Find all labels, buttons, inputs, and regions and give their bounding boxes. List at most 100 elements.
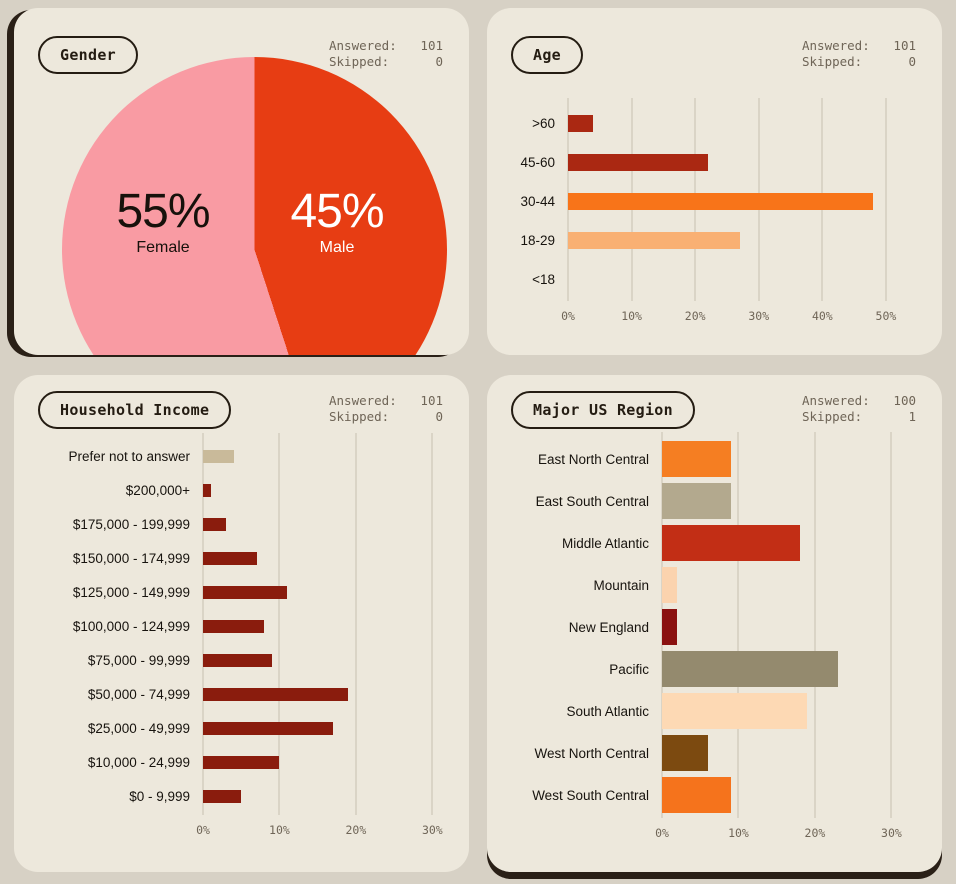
gender-pie-chart[interactable]: [62, 57, 447, 355]
bar-track: [203, 449, 440, 463]
panel-header: Major US Region Answered: 100 Skipped: 1: [487, 375, 942, 429]
skipped-value: 0: [908, 54, 916, 70]
bar-major_us_region-0[interactable]: [662, 441, 731, 477]
category-label: West South Central: [532, 787, 649, 803]
bar-track: [662, 609, 922, 645]
axis-tick-label: 40%: [811, 309, 833, 323]
category-label: $175,000 - 199,999: [72, 516, 190, 532]
bar-household_income-6[interactable]: [203, 653, 272, 667]
bar-track: [203, 721, 440, 735]
category-label: $125,000 - 149,999: [72, 584, 190, 600]
bar-row: West North Central: [487, 732, 942, 774]
bar-track: [568, 115, 905, 132]
bar-row: Mountain: [487, 564, 942, 606]
bar-household_income-10[interactable]: [203, 789, 242, 803]
answered-row: Answered: 101: [802, 38, 916, 54]
bar-row: $25,000 - 49,999: [14, 711, 469, 745]
skipped-label: Skipped:: [329, 409, 390, 425]
gridline: [885, 98, 887, 301]
bar-row: Middle Atlantic: [487, 522, 942, 564]
category-label: $200,000+: [125, 482, 190, 498]
bar-row: 30-44: [487, 182, 942, 221]
bar-household_income-4[interactable]: [203, 585, 288, 599]
bar-row: $200,000+: [14, 473, 469, 507]
bar-major_us_region-5[interactable]: [662, 651, 838, 687]
category-label: South Atlantic: [566, 703, 649, 719]
bar-rows: >60 45-60 30-44 18-29 <18: [487, 104, 942, 299]
answered-value: 101: [420, 38, 443, 53]
axis-tick-label: 0%: [655, 826, 669, 840]
bar-track: [203, 551, 440, 565]
category-label: >60: [532, 116, 555, 131]
bar-household_income-2[interactable]: [203, 517, 226, 531]
panel-header: Household Income Answered: 101 Skipped: …: [14, 375, 469, 429]
skipped-row: Skipped: 0: [329, 409, 443, 425]
bar-major_us_region-1[interactable]: [662, 483, 731, 519]
bar-row: $75,000 - 99,999: [14, 643, 469, 677]
gridline: [355, 433, 357, 815]
bar-major_us_region-3[interactable]: [662, 567, 678, 603]
gridline: [737, 432, 739, 818]
female-label: Female: [136, 239, 190, 256]
bar-track: [203, 653, 440, 667]
household-income-bar-chart: 0% 10% 20% 30% Prefer not to answer $200,000+…: [14, 433, 469, 841]
answered-row: Answered: 101: [329, 393, 443, 409]
category-label: 45-60: [520, 155, 555, 170]
bar-track: [203, 585, 440, 599]
bar-household_income-7[interactable]: [203, 687, 349, 701]
bar-household_income-1[interactable]: [203, 483, 211, 497]
bar-household_income-5[interactable]: [203, 619, 265, 633]
bar-row: South Atlantic: [487, 690, 942, 732]
bar-row: $175,000 - 199,999: [14, 507, 469, 541]
bar-row: East North Central: [487, 438, 942, 480]
category-label: Pacific: [609, 661, 649, 677]
bar-row: >60: [487, 104, 942, 143]
category-label: $150,000 - 174,999: [72, 550, 190, 566]
category-label: East South Central: [535, 493, 649, 509]
bar-age-0[interactable]: [568, 115, 594, 132]
response-stats: Answered: 101 Skipped: 0: [329, 391, 443, 426]
answered-label: Answered:: [329, 393, 397, 408]
bar-track: [568, 232, 905, 249]
bar-rows: Prefer not to answer $200,000+ $175,000 - …: [14, 439, 469, 813]
category-label: $10,000 - 24,999: [87, 754, 190, 770]
bar-track: [662, 441, 922, 477]
bar-row: Pacific: [487, 648, 942, 690]
bar-age-3[interactable]: [568, 232, 740, 249]
bar-household_income-9[interactable]: [203, 755, 280, 769]
axis-tick-label: 20%: [684, 309, 706, 323]
bar-track: [568, 193, 905, 210]
bar-household_income-3[interactable]: [203, 551, 257, 565]
axis-tick-label: 10%: [621, 309, 642, 323]
answered-value: 101: [893, 38, 916, 53]
chart-title-pill: Gender: [38, 36, 138, 74]
bar-track: [203, 755, 440, 769]
bar-major_us_region-8[interactable]: [662, 777, 731, 813]
skipped-value: 0: [435, 54, 443, 70]
bar-major_us_region-7[interactable]: [662, 735, 708, 771]
answered-row: Answered: 100: [802, 393, 916, 409]
bar-track: [662, 567, 922, 603]
bar-track: [203, 483, 440, 497]
bar-household_income-0[interactable]: [203, 449, 234, 463]
bar-age-1[interactable]: [568, 154, 708, 171]
bar-row: $125,000 - 149,999: [14, 575, 469, 609]
chart-title-pill: Age: [511, 36, 583, 74]
skipped-value: 1: [908, 409, 916, 425]
bar-row: $150,000 - 174,999: [14, 541, 469, 575]
bar-major_us_region-6[interactable]: [662, 693, 808, 729]
bar-age-2[interactable]: [568, 193, 874, 210]
axis-tick-label: 30%: [421, 823, 443, 837]
bar-track: [662, 483, 922, 519]
answered-label: Answered:: [802, 38, 870, 53]
bar-row: West South Central: [487, 774, 942, 816]
bar-row: $10,000 - 24,999: [14, 745, 469, 779]
bar-major_us_region-4[interactable]: [662, 609, 678, 645]
category-label: 18-29: [520, 233, 555, 248]
response-stats: Answered: 101 Skipped: 0: [329, 36, 443, 71]
bar-row: $100,000 - 124,999: [14, 609, 469, 643]
skipped-row: Skipped: 0: [802, 54, 916, 70]
category-label: East North Central: [537, 451, 649, 467]
bar-major_us_region-2[interactable]: [662, 525, 800, 561]
bar-household_income-8[interactable]: [203, 721, 333, 735]
